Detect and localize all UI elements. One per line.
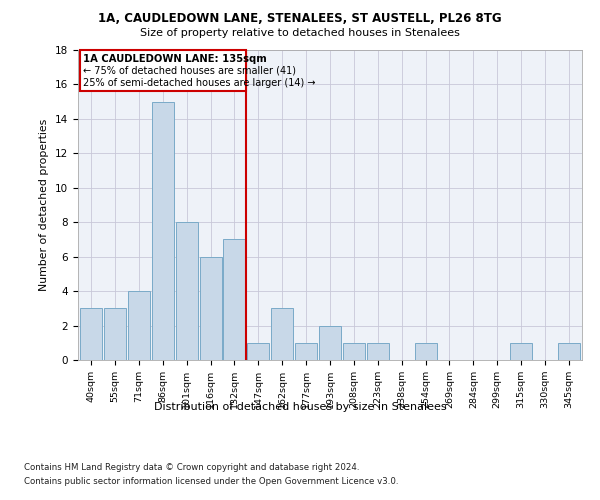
Text: Distribution of detached houses by size in Stenalees: Distribution of detached houses by size … — [154, 402, 446, 412]
Bar — [152, 102, 174, 360]
Text: Contains public sector information licensed under the Open Government Licence v3: Contains public sector information licen… — [24, 478, 398, 486]
Text: ← 75% of detached houses are smaller (41): ← 75% of detached houses are smaller (41… — [83, 66, 296, 76]
Bar — [295, 343, 317, 360]
Text: 25% of semi-detached houses are larger (14) →: 25% of semi-detached houses are larger (… — [83, 78, 316, 88]
Bar — [415, 343, 437, 360]
Bar — [200, 256, 221, 360]
Y-axis label: Number of detached properties: Number of detached properties — [40, 119, 49, 291]
Bar — [104, 308, 126, 360]
Bar — [510, 343, 532, 360]
Bar — [223, 240, 245, 360]
Bar — [319, 326, 341, 360]
Bar — [271, 308, 293, 360]
Text: Contains HM Land Registry data © Crown copyright and database right 2024.: Contains HM Land Registry data © Crown c… — [24, 462, 359, 471]
Bar — [80, 308, 102, 360]
FancyBboxPatch shape — [80, 50, 247, 92]
Text: Size of property relative to detached houses in Stenalees: Size of property relative to detached ho… — [140, 28, 460, 38]
Text: 1A, CAUDLEDOWN LANE, STENALEES, ST AUSTELL, PL26 8TG: 1A, CAUDLEDOWN LANE, STENALEES, ST AUSTE… — [98, 12, 502, 26]
Bar — [247, 343, 269, 360]
Bar — [128, 291, 150, 360]
Bar — [367, 343, 389, 360]
Text: 1A CAUDLEDOWN LANE: 135sqm: 1A CAUDLEDOWN LANE: 135sqm — [83, 54, 267, 64]
Bar — [176, 222, 197, 360]
Bar — [343, 343, 365, 360]
Bar — [558, 343, 580, 360]
